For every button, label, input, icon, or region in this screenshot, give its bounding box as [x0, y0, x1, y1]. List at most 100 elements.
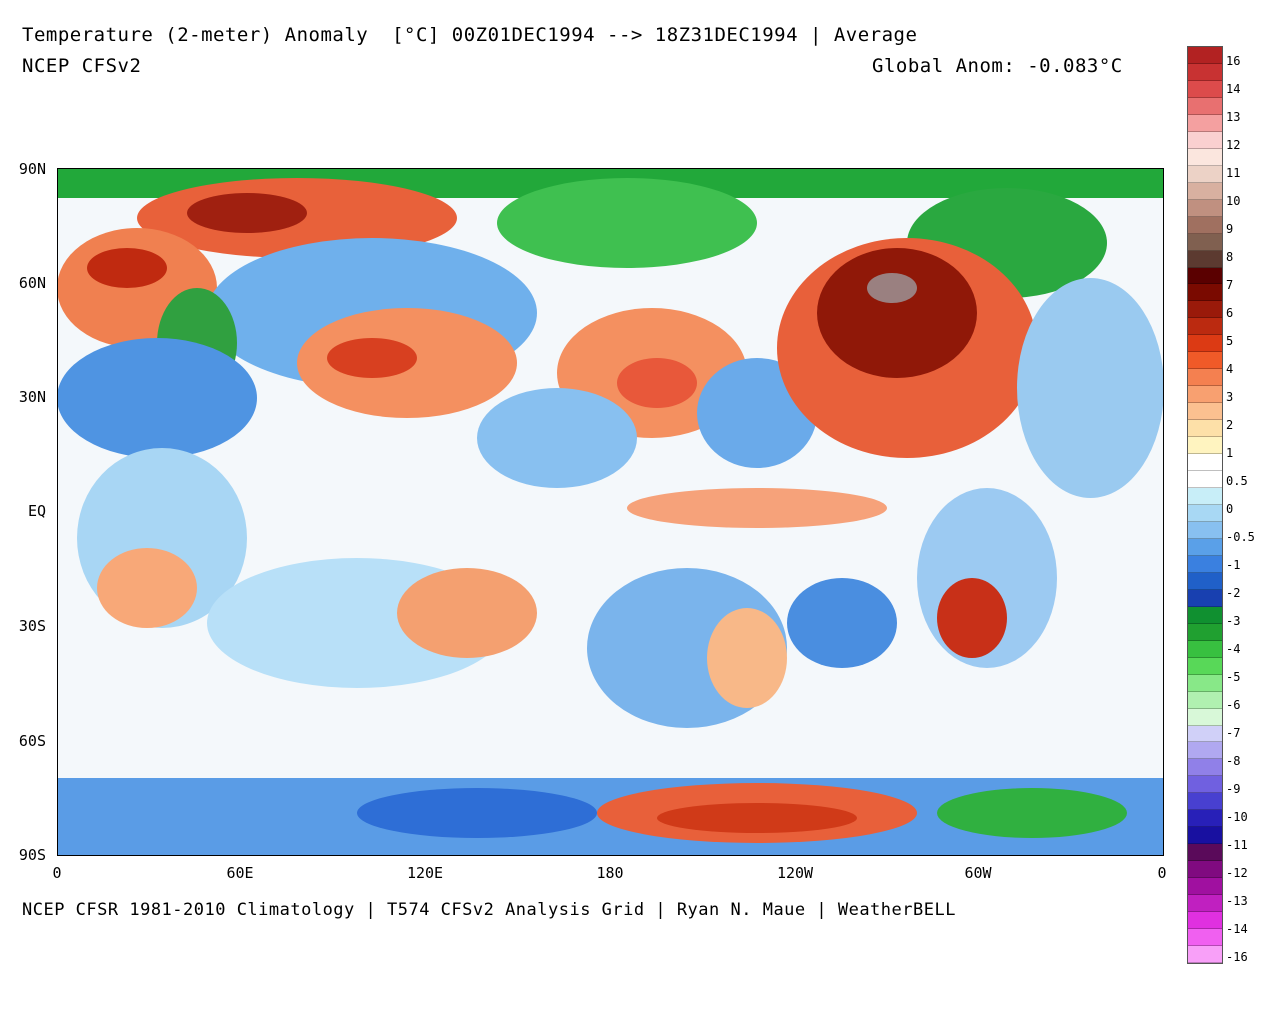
colorbar-segment: [1188, 114, 1222, 132]
lon-label: 120E: [406, 864, 444, 882]
colorbar-segment: [1188, 708, 1222, 726]
colorbar-segment: [1188, 674, 1222, 692]
colorbar-tick-label: -14: [1226, 922, 1248, 936]
colorbar-tick-label: -13: [1226, 894, 1248, 908]
colorbar-segment: [1188, 861, 1222, 879]
chart-title: Temperature (2-meter) Anomaly [°C] 00Z01…: [22, 24, 918, 46]
colorbar-segment: [1188, 318, 1222, 336]
lat-label: 30S: [18, 617, 46, 635]
colorbar-segment: [1188, 572, 1222, 590]
colorbar-segment: [1188, 199, 1222, 217]
colorbar-tick-label: -7: [1226, 726, 1241, 740]
colorbar-segment: [1188, 488, 1222, 505]
colorbar-segment: [1188, 776, 1222, 794]
colorbar-segment: [1188, 844, 1222, 862]
lat-label: 30N: [18, 388, 46, 406]
colorbar-segment: [1188, 131, 1222, 149]
colorbar-segment: [1188, 521, 1222, 539]
colorbar-segment: [1188, 912, 1222, 930]
colorbar-segment: [1188, 403, 1222, 421]
global-anomaly: Global Anom: -0.083°C: [872, 55, 1123, 77]
colorbar-tick-label: 5: [1226, 334, 1234, 348]
colorbar-tick-label: -4: [1226, 642, 1241, 656]
colorbar-tick-label: 7: [1226, 278, 1234, 292]
colorbar-segment: [1188, 165, 1222, 183]
colorbar-segment: [1188, 827, 1222, 845]
colorbar-segment: [1188, 589, 1222, 607]
lat-label: 90S: [18, 846, 46, 864]
colorbar-tick-label: -9: [1226, 782, 1241, 796]
colorbar-tick-label: -16: [1226, 950, 1248, 964]
colorbar-segment: [1188, 369, 1222, 387]
lon-label: 60W: [964, 864, 992, 882]
colorbar-segment: [1188, 148, 1222, 166]
lat-label: EQ: [27, 502, 46, 520]
colorbar-segment: [1188, 878, 1222, 896]
colorbar-segment: [1188, 386, 1222, 404]
colorbar-segment: [1188, 80, 1222, 98]
colorbar-segment: [1188, 97, 1222, 115]
colorbar-segment: [1188, 437, 1222, 455]
colorbar-segment: [1188, 471, 1222, 489]
colorbar-segment: [1188, 623, 1222, 641]
colorbar-tick-label: -8: [1226, 754, 1241, 768]
colorbar-segment: [1188, 301, 1222, 319]
colorbar-tick-label: 1: [1226, 446, 1234, 460]
colorbar-segment: [1188, 606, 1222, 624]
colorbar-segment: [1188, 725, 1222, 743]
lon-label: 0: [1157, 864, 1167, 882]
colorbar-tick-label: 6: [1226, 306, 1234, 320]
colorbar-tick-label: -11: [1226, 838, 1248, 852]
colorbar-tick-label: 11: [1226, 166, 1241, 180]
credit-line: NCEP CFSR 1981-2010 Climatology | T574 C…: [22, 900, 956, 920]
colorbar-tick-label: 13: [1226, 110, 1241, 124]
colorbar-segment: [1188, 420, 1222, 438]
colorbar-segment: [1188, 657, 1222, 675]
colorbar-tick-label: -5: [1226, 670, 1241, 684]
colorbar-tick-label: 10: [1226, 194, 1241, 208]
colorbar-segment: [1188, 352, 1222, 370]
colorbar-segment: [1188, 810, 1222, 828]
colorbar-tick-label: -0.5: [1226, 530, 1255, 544]
colorbar-tick-label: 8: [1226, 250, 1234, 264]
colorbar-segment: [1188, 793, 1222, 811]
lon-label: 120W: [776, 864, 814, 882]
colorbar-segment: [1188, 538, 1222, 556]
colorbar-tick-label: -10: [1226, 810, 1248, 824]
colorbar-tick-label: -1: [1226, 558, 1241, 572]
colorbar-segment: [1188, 929, 1222, 947]
colorbar-segment: [1188, 505, 1222, 522]
colorbar-tick-label: 2: [1226, 418, 1234, 432]
colorbar-segment: [1188, 267, 1222, 285]
colorbar-segment: [1188, 742, 1222, 760]
colorbar-segment: [1188, 691, 1222, 709]
colorbar-tick-label: -3: [1226, 614, 1241, 628]
lon-label: 0: [52, 864, 62, 882]
colorbar-segment: [1188, 216, 1222, 234]
colorbar-tick-label: -12: [1226, 866, 1248, 880]
colorbar-segment: [1188, 640, 1222, 658]
lon-label: 60E: [226, 864, 254, 882]
colorbar-segment: [1188, 759, 1222, 777]
anomaly-map: [57, 168, 1164, 856]
colorbar-tick-label: -2: [1226, 586, 1241, 600]
lon-label: 180: [596, 864, 624, 882]
colorbar-segment: [1188, 250, 1222, 268]
colorbar-segment: [1188, 233, 1222, 251]
colorbar-tick-label: 0.5: [1226, 474, 1248, 488]
colorbar-segment: [1188, 555, 1222, 573]
colorbar-tick-label: -6: [1226, 698, 1241, 712]
colorbar-segment: [1188, 946, 1222, 963]
colorbar-tick-label: 4: [1226, 362, 1234, 376]
colorbar-segment: [1188, 335, 1222, 353]
colorbar-tick-label: 0: [1226, 502, 1234, 516]
lat-label: 60S: [18, 732, 46, 750]
colorbar-segment: [1188, 47, 1222, 64]
colorbar-segment: [1188, 63, 1222, 81]
colorbar-segment: [1188, 182, 1222, 200]
model-label: NCEP CFSv2: [22, 55, 142, 77]
colorbar-tick-label: 3: [1226, 390, 1234, 404]
colorbar-tick-label: 14: [1226, 82, 1241, 96]
colorbar-segment: [1188, 454, 1222, 472]
colorbar-tick-label: 12: [1226, 138, 1241, 152]
